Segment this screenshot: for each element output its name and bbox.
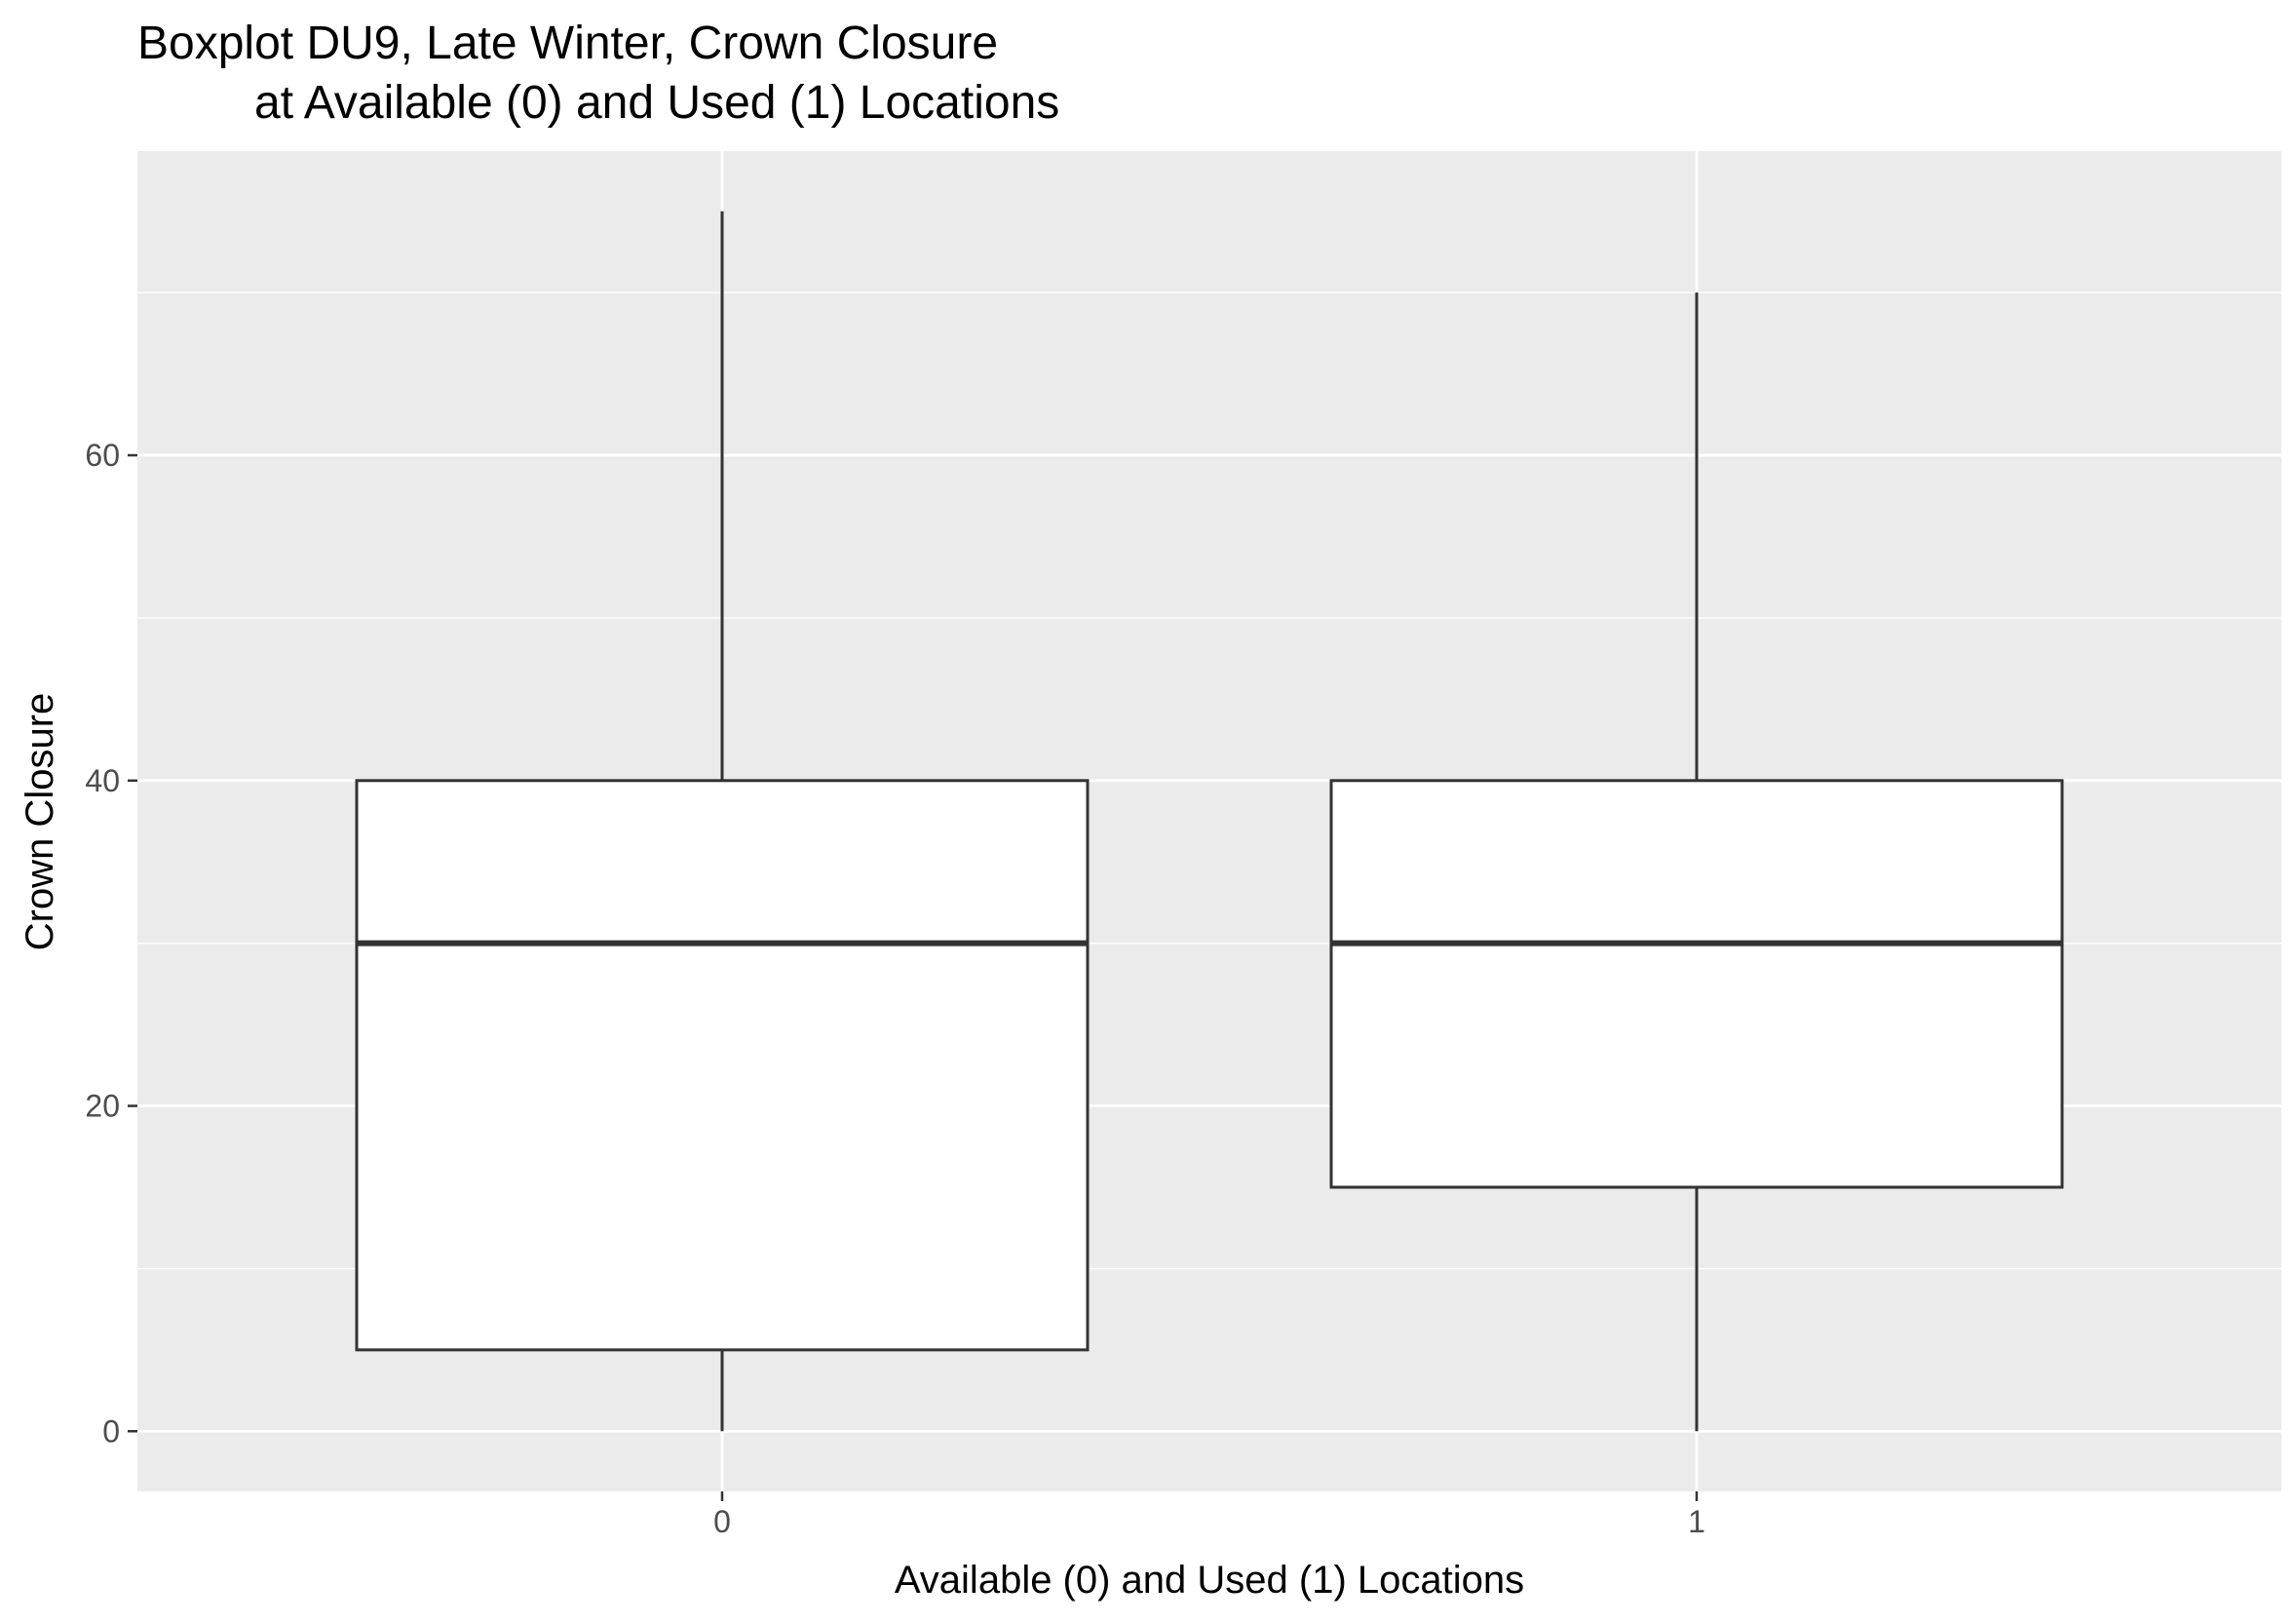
chart-title-line-2: at Available (0) and Used (1) Locations bbox=[254, 77, 1059, 129]
x-tick-label: 0 bbox=[713, 1504, 731, 1539]
box-iqr bbox=[1329, 779, 2064, 1189]
box-iqr bbox=[355, 779, 1090, 1352]
y-tick-label: 40 bbox=[85, 763, 120, 798]
y-tick-label: 20 bbox=[85, 1089, 120, 1124]
boxes bbox=[355, 211, 2064, 1432]
box-group-0 bbox=[355, 211, 1090, 1432]
y-tick-label: 60 bbox=[85, 438, 120, 473]
x-axis-title: Available (0) and Used (1) Locations bbox=[895, 1559, 1524, 1602]
y-tick-label: 0 bbox=[102, 1413, 120, 1449]
box-group-1 bbox=[1329, 292, 2064, 1432]
chart-title-line-1: Boxplot DU9, Late Winter, Crown Closure bbox=[137, 18, 998, 69]
y-axis: 0 20 40 60 bbox=[85, 438, 137, 1449]
y-axis-title: Crown Closure bbox=[19, 693, 61, 951]
x-tick-label: 1 bbox=[1688, 1504, 1705, 1539]
